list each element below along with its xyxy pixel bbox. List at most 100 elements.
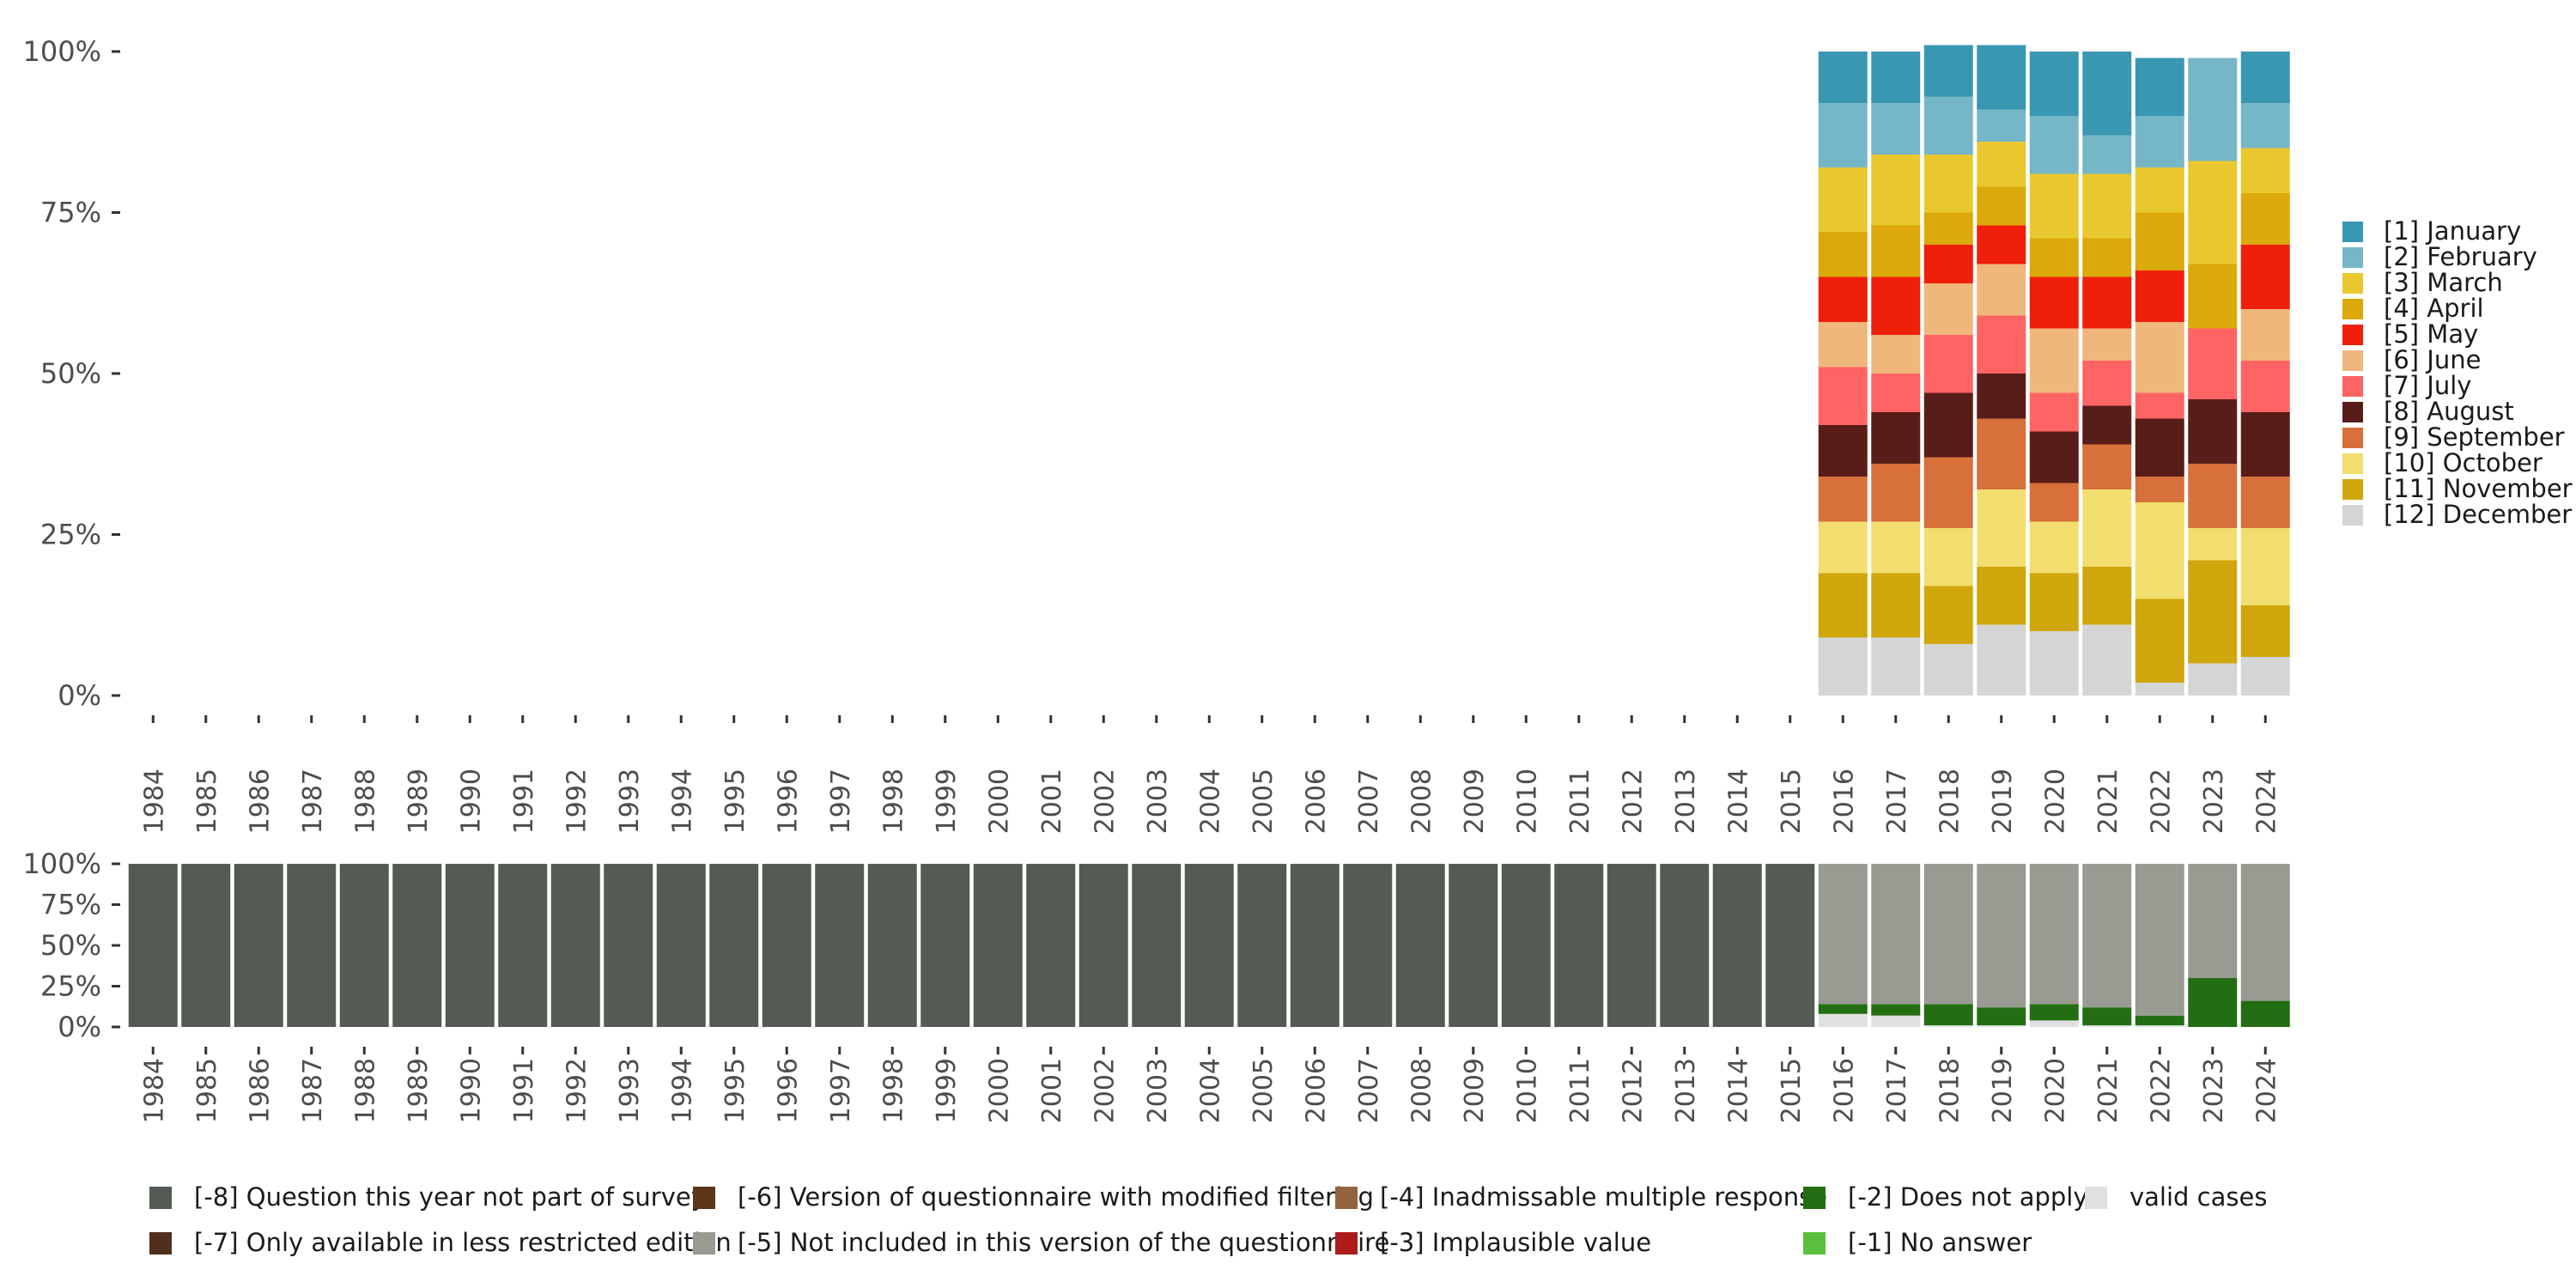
top-bar-6-june-2022	[2135, 322, 2184, 393]
top-xtick-label: 2014	[1723, 769, 1753, 834]
top-bar-7-july-2016	[1818, 367, 1868, 425]
top-bar-3-march-2016	[1818, 167, 1868, 232]
top-bar-11-november-2019	[1977, 567, 2026, 625]
top-xtick-label: 2023	[2199, 769, 2229, 834]
top-xtick-label: 1994	[667, 769, 697, 834]
top-xtick-label: 1984	[139, 769, 169, 834]
bottom-xtick-label: 2020	[2040, 1058, 2070, 1123]
bottom-bar-5-not-included-in-this-version-of-the-questionnaire-2023	[2188, 864, 2238, 978]
bottom-bar-8-question-this-year-not-part-of-survey-1990	[445, 864, 495, 1027]
top-xtick-label: 2018	[1935, 769, 1965, 834]
bottom-xtick-label: 2006	[1301, 1058, 1331, 1123]
top-bar-8-august-2021	[2082, 405, 2132, 445]
bottom-xtick-label: 1996	[773, 1058, 803, 1123]
bottom-bar-8-question-this-year-not-part-of-survey-2006	[1290, 864, 1340, 1027]
legend-label-2-does-not-apply: [-2] Does not apply	[1848, 1182, 2088, 1212]
bottom-xtick-label: 1995	[720, 1058, 750, 1123]
bottom-bar-8-question-this-year-not-part-of-survey-2004	[1184, 864, 1234, 1027]
top-bar-2-february-2023	[2188, 58, 2238, 161]
bottom-xtick-label: 2023	[2199, 1058, 2229, 1123]
top-bar-4-april-2021	[2082, 238, 2132, 277]
top-xtick-label: 1993	[615, 769, 645, 834]
bottom-bar-5-not-included-in-this-version-of-the-questionnaire-2016	[1818, 864, 1868, 1005]
bottom-bar-8-question-this-year-not-part-of-survey-2007	[1343, 864, 1393, 1027]
bottom-xtick-label: 2017	[1882, 1058, 1912, 1123]
top-bar-2-february-2021	[2082, 135, 2132, 174]
legend-swatch-12-december	[2342, 505, 2363, 526]
top-xtick-label: 2006	[1301, 769, 1331, 834]
bottom-bar-2-does-not-apply-2020	[2029, 1004, 2079, 1021]
bottom-bar-valid-cases-2018	[1923, 1025, 1973, 1027]
top-xtick-label: 2009	[1460, 769, 1490, 834]
bottom-xtick-label: 2004	[1195, 1058, 1225, 1123]
top-bar-10-october-2018	[1923, 528, 1973, 586]
bottom-bar-8-question-this-year-not-part-of-survey-1999	[920, 864, 970, 1027]
legend-swatch-1-january	[2342, 222, 2363, 242]
bottom-bar-2-does-not-apply-2017	[1871, 1004, 1921, 1016]
legend-label-7-july: [7] July	[2384, 371, 2471, 400]
top-ytick-label: 50%	[40, 357, 101, 390]
legend-label-4-inadmissable-multiple-response: [-4] Inadmissable multiple response	[1380, 1182, 1827, 1212]
top-bar-6-june-2021	[2082, 328, 2132, 361]
top-bar-12-december-2017	[1871, 637, 1921, 696]
legend-label-4-april: [4] April	[2384, 294, 2484, 323]
bottom-bar-8-question-this-year-not-part-of-survey-2008	[1395, 864, 1445, 1027]
bottom-bar-8-question-this-year-not-part-of-survey-1985	[181, 864, 231, 1027]
bottom-xtick-label: 1988	[350, 1058, 380, 1123]
legend-swatch-6-june	[2342, 350, 2363, 371]
top-xtick-label: 1990	[456, 769, 486, 834]
top-bar-3-march-2017	[1871, 155, 1921, 226]
top-bar-4-april-2020	[2029, 238, 2079, 277]
top-xtick-label: 2005	[1249, 769, 1279, 834]
bottom-xtick-label: 2011	[1565, 1058, 1595, 1123]
top-ytick-label: 0%	[58, 679, 101, 712]
top-bar-5-may-2019	[1977, 225, 2026, 264]
bottom-bar-5-not-included-in-this-version-of-the-questionnaire-2017	[1871, 864, 1921, 1005]
bottom-xtick-label: 1990	[456, 1058, 486, 1123]
legend-label-1-no-answer: [-1] No answer	[1848, 1228, 2032, 1257]
top-bar-8-august-2023	[2188, 399, 2238, 464]
top-bar-7-july-2022	[2135, 392, 2184, 419]
top-bar-3-march-2024	[2240, 148, 2290, 193]
top-xtick-label: 2020	[2040, 769, 2070, 834]
top-xtick-label: 1988	[350, 769, 380, 834]
bottom-bar-2-does-not-apply-2018	[1923, 1004, 1973, 1026]
legend-swatch-1-no-answer	[1803, 1232, 1826, 1255]
top-bar-7-july-2020	[2029, 392, 2079, 432]
top-bar-7-july-2018	[1923, 335, 1973, 393]
top-bar-12-december-2016	[1818, 637, 1868, 696]
top-bar-9-september-2017	[1871, 464, 1921, 522]
top-ytick-label: 100%	[23, 35, 101, 68]
legend-swatch-11-november	[2342, 479, 2363, 500]
bottom-ytick-label: 25%	[40, 970, 101, 1003]
top-bar-11-november-2020	[2029, 573, 2079, 631]
top-bar-5-may-2017	[1871, 276, 1921, 335]
top-xtick-label: 1992	[562, 769, 592, 834]
legend-swatch-6-version-of-questionnaire-with-modified-filtering	[693, 1187, 715, 1209]
legend-label-10-october: [10] October	[2384, 448, 2543, 477]
legend-label-3-march: [3] March	[2384, 268, 2503, 297]
bottom-bar-5-not-included-in-this-version-of-the-questionnaire-2019	[1977, 864, 2026, 1008]
legend-label-5-not-included-in-this-version-of-the-questionnaire: [-5] Not included in this version of the…	[738, 1228, 1389, 1257]
bottom-xtick-label: 2014	[1723, 1058, 1753, 1123]
top-xtick-label: 1996	[773, 769, 803, 834]
bottom-bar-8-question-this-year-not-part-of-survey-1994	[656, 864, 706, 1027]
top-bar-12-december-2018	[1923, 644, 1973, 696]
top-bar-11-november-2022	[2135, 598, 2184, 683]
bottom-bar-8-question-this-year-not-part-of-survey-1989	[392, 864, 442, 1027]
top-bar-10-october-2017	[1871, 521, 1921, 574]
bottom-bar-2-does-not-apply-2019	[1977, 1007, 2026, 1026]
legend-label-12-december: [12] December	[2384, 500, 2572, 529]
top-xtick-label: 2015	[1777, 769, 1807, 834]
top-xtick-label: 2019	[1988, 769, 2018, 834]
top-bar-10-october-2016	[1818, 521, 1868, 574]
bottom-xtick-label: 1987	[298, 1058, 328, 1123]
top-xtick-label: 2004	[1195, 769, 1225, 834]
legend-swatch-2-february	[2342, 247, 2363, 268]
top-bar-4-april-2018	[1923, 212, 1973, 245]
top-bar-12-december-2023	[2188, 663, 2238, 696]
top-xtick-label: 2008	[1406, 769, 1437, 834]
top-bar-9-september-2022	[2135, 477, 2184, 502]
top-bar-4-april-2016	[1818, 232, 1868, 277]
top-xtick-label: 1999	[932, 769, 962, 834]
